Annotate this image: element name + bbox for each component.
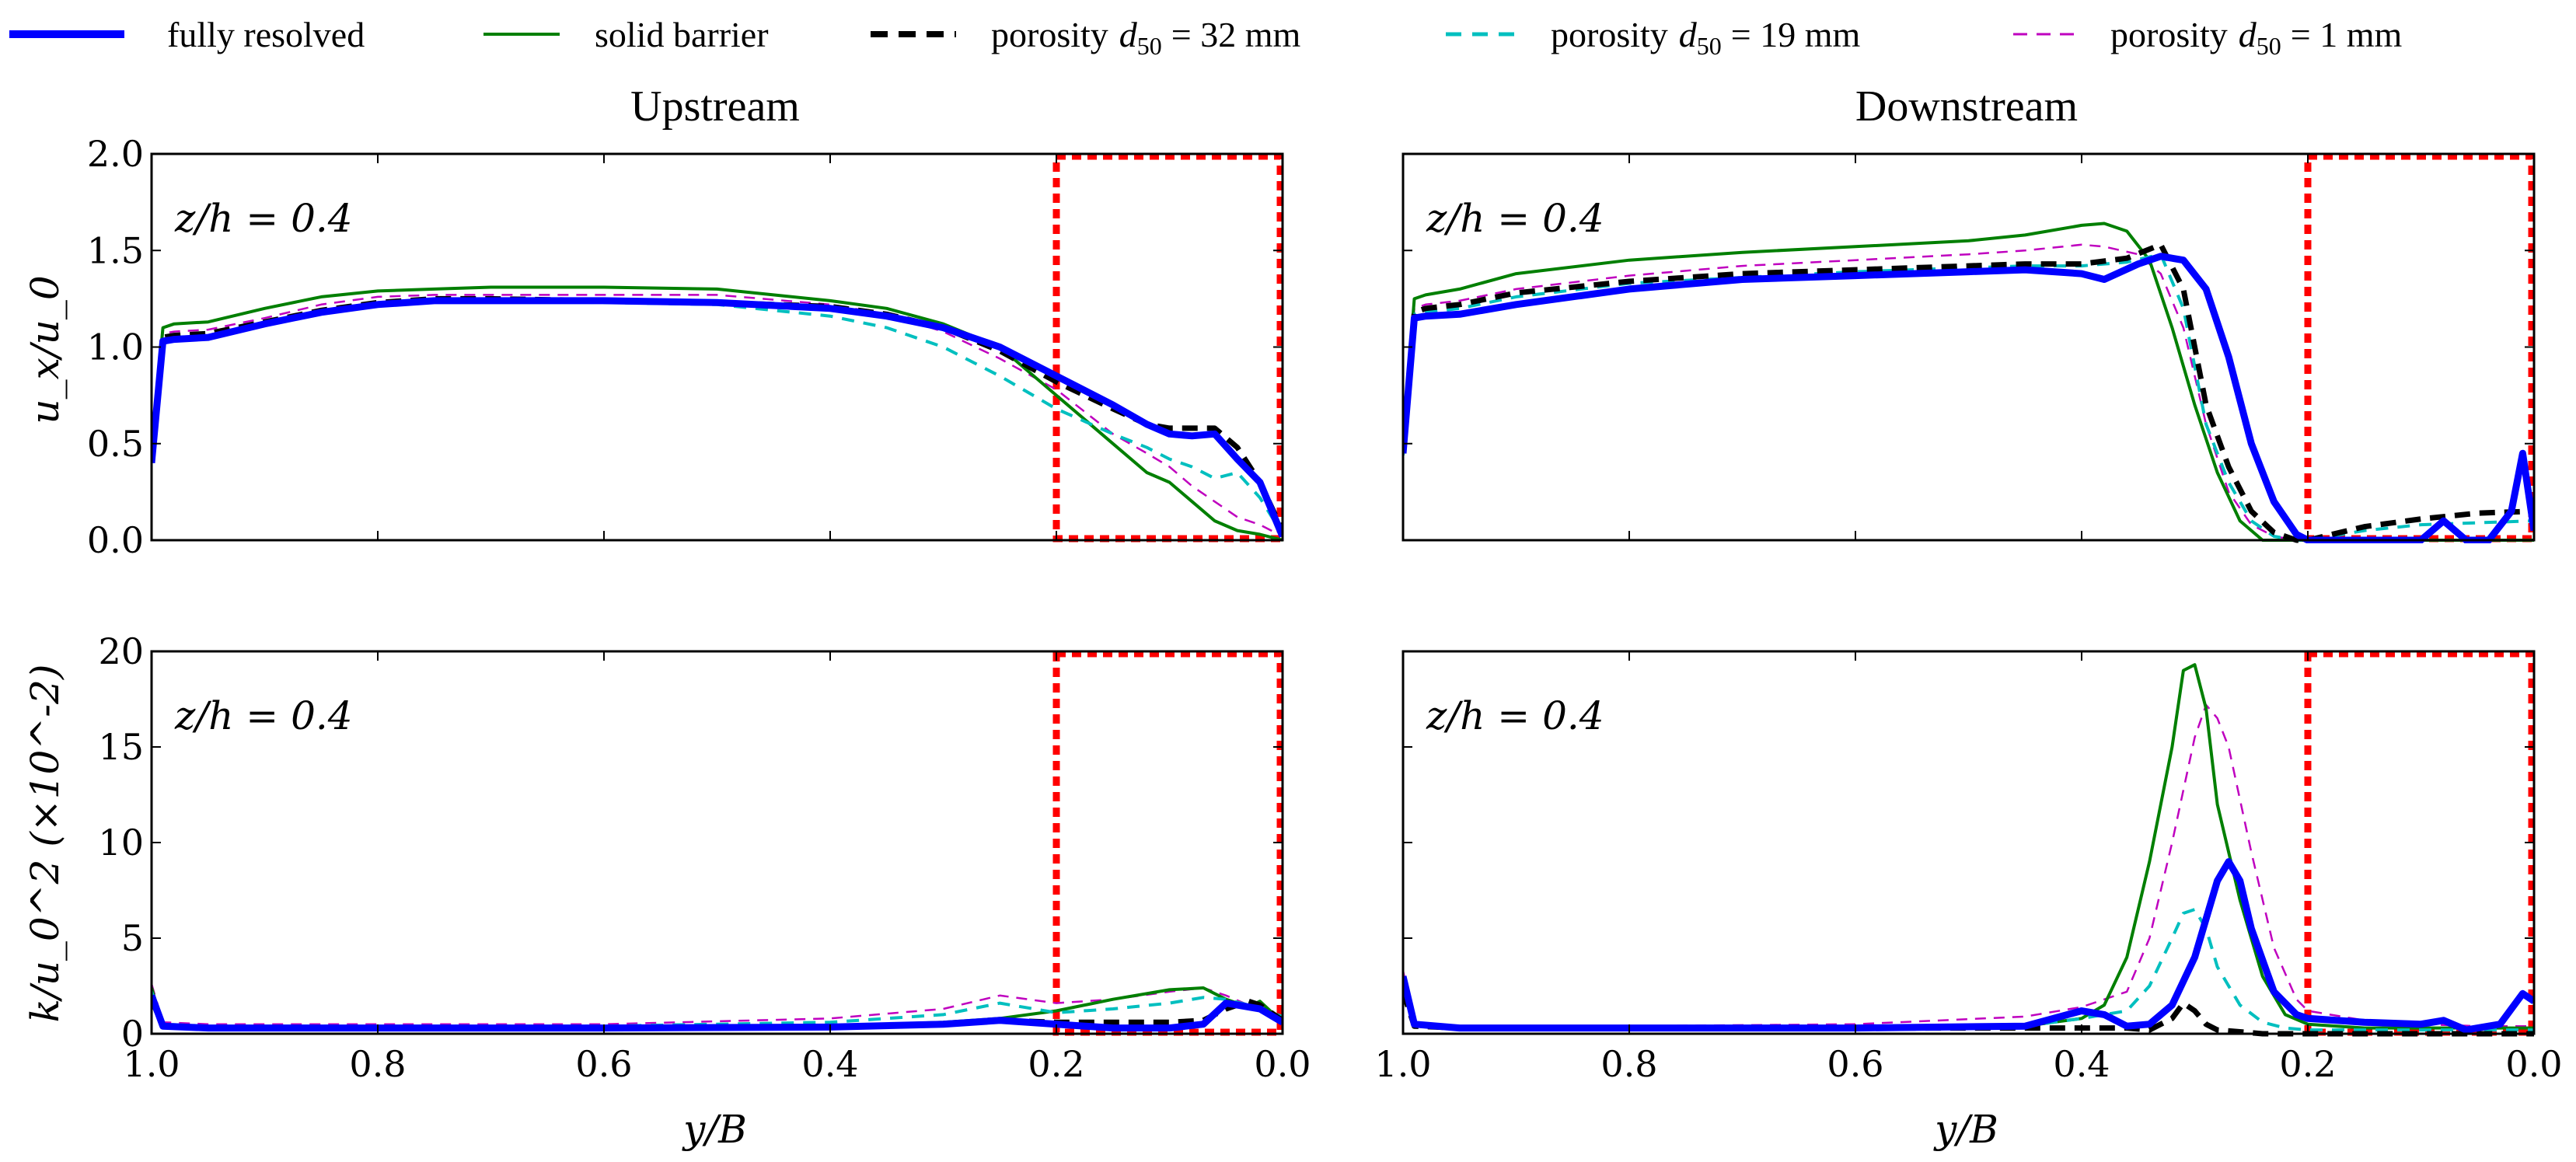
y-tick-label: 15: [98, 726, 144, 768]
xlabel-downstream: y/B: [1933, 1107, 1998, 1152]
series-line-porosity-d50-19-mm: [1403, 908, 2534, 1032]
y-tick-label: 0.5: [87, 423, 144, 465]
barrier-box: [2304, 650, 2536, 1036]
y-tick-label: 2.0: [87, 133, 144, 175]
legend-entry-porosity-19: porosity d50 = 19 mm: [1446, 15, 1861, 60]
series-line-porosity-d50-32-mm: [1403, 242, 2534, 543]
series-line-porosity-d50-1-mm: [152, 983, 1283, 1025]
series-group: [152, 983, 1283, 1032]
panel-annotation: z/h = 0.4: [174, 196, 353, 241]
title-downstream: Downstream: [1855, 82, 2078, 131]
y-tick-label: 5: [121, 917, 144, 959]
x-tick-label: 0.2: [2279, 1043, 2336, 1085]
x-tick-label: 0.4: [801, 1043, 858, 1085]
x-tick-label: 1.0: [1374, 1043, 1431, 1085]
barrier-box: [1052, 152, 1284, 543]
series-line-solid-barrier: [152, 285, 1283, 542]
panel-downstream-tke: 1.0 0.8 0.6 0.4 0.2 0.0 z/h = 0.4: [1374, 650, 2563, 1085]
series-line-fully-resolved: [1403, 253, 2534, 543]
legend-label-solid-barrier: solid barrier: [595, 15, 769, 54]
barrier-box: [2304, 152, 2536, 543]
series-line-fully-resolved: [152, 297, 1283, 538]
x-tick-label: 0.6: [1827, 1043, 1883, 1085]
x-tick-label: 0.6: [575, 1043, 632, 1085]
series-line-porosity-d50-1-mm: [152, 294, 1283, 538]
legend: fully resolved solid barrier porosity d50…: [9, 15, 2403, 60]
series-line-porosity-d50-32-mm: [152, 295, 1283, 532]
series-line-porosity-d50-19-mm: [152, 298, 1283, 536]
panel-annotation: z/h = 0.4: [174, 693, 353, 738]
series-group: [152, 285, 1283, 542]
legend-label-fully-resolved: fully resolved: [167, 15, 365, 54]
series-line-fully-resolved: [1403, 858, 2534, 1034]
title-upstream: Upstream: [630, 82, 800, 131]
series-line-porosity-d50-1-mm: [1403, 243, 2534, 542]
panel-annotation: z/h = 0.4: [1426, 693, 1604, 738]
y-tick-label: 20: [98, 630, 144, 672]
x-tick-label: 0.8: [1600, 1043, 1657, 1085]
panel-downstream-velocity: z/h = 0.4: [1401, 152, 2536, 543]
series-line-fully-resolved: [152, 994, 1283, 1032]
ylabel-velocity: u_x/u_0: [23, 275, 68, 424]
panel-upstream-velocity: 0.0 0.5 1.0 1.5 2.0 z/h = 0.4: [87, 133, 1284, 561]
legend-entry-porosity-32: porosity d50 = 32 mm: [871, 15, 1301, 60]
x-tick-label: 0.8: [349, 1043, 406, 1085]
y-tick-label: 1.5: [87, 229, 144, 271]
legend-label-porosity-1: porosity d50 = 1 mm: [2110, 15, 2403, 60]
legend-entry-solid-barrier: solid barrier: [483, 15, 769, 54]
y-tick-label: 1.0: [87, 326, 144, 368]
legend-label-porosity-32: porosity d50 = 32 mm: [991, 15, 1301, 60]
x-tick-label: 1.0: [123, 1043, 180, 1085]
legend-entry-porosity-1: porosity d50 = 1 mm: [2013, 15, 2403, 60]
xlabel-upstream: y/B: [682, 1107, 747, 1152]
panels: 0.0 0.5 1.0 1.5 2.0 z/h = 0.4 z/h = 0.4 1.0 0.8 0…: [87, 133, 2563, 1085]
x-tick-label: 0.0: [1254, 1043, 1311, 1085]
legend-entry-fully-resolved: fully resolved: [9, 15, 365, 54]
series-group: [1403, 222, 2534, 543]
y-tick-label: 0.0: [87, 519, 144, 561]
x-tick-label: 0.4: [2053, 1043, 2110, 1085]
x-tick-label: 0.2: [1028, 1043, 1084, 1085]
panel-annotation: z/h = 0.4: [1426, 196, 1604, 241]
panel-upstream-tke: 1.0 0.8 0.6 0.4 0.2 0.0 0 5 10 15 20 z/h = 0.4: [98, 630, 1311, 1085]
y-tick-label: 10: [98, 822, 144, 864]
legend-label-porosity-19: porosity d50 = 19 mm: [1551, 15, 1861, 60]
barrier-box: [1052, 650, 1284, 1036]
ylabel-tke: k/u_0^2 (×10^-2): [23, 665, 68, 1023]
y-tick-label: 0: [121, 1013, 144, 1055]
series-line-porosity-d50-1-mm: [1403, 703, 2534, 1028]
x-tick-label: 0.0: [2505, 1043, 2562, 1085]
